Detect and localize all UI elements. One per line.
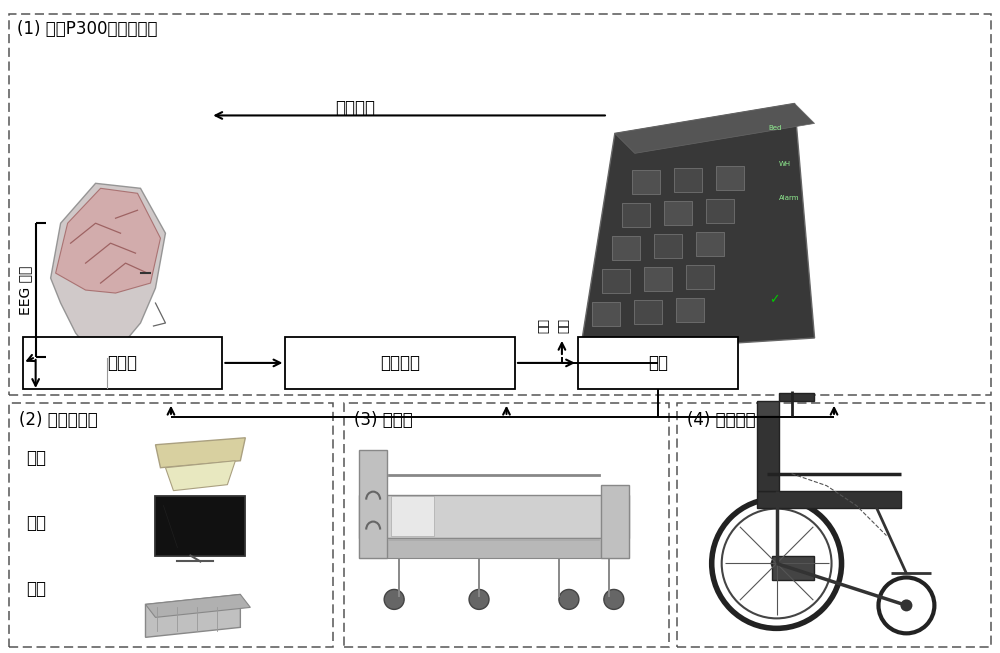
Polygon shape [359, 494, 629, 537]
Polygon shape [696, 232, 724, 256]
Bar [9, 403, 333, 647]
Text: (3) 护理床: (3) 护理床 [354, 411, 413, 429]
Text: (4) 智能轮椅: (4) 智能轮椅 [687, 411, 755, 429]
Polygon shape [632, 170, 660, 195]
Text: ✓: ✓ [769, 293, 780, 306]
Text: 空调: 空调 [27, 581, 47, 598]
Polygon shape [580, 103, 815, 353]
Polygon shape [391, 496, 434, 535]
Circle shape [384, 590, 404, 609]
Polygon shape [101, 358, 114, 383]
Text: EEG 信号: EEG 信号 [19, 265, 33, 315]
Polygon shape [359, 450, 387, 558]
Text: WH: WH [779, 161, 791, 167]
Polygon shape [664, 201, 692, 225]
Bar [344, 403, 669, 647]
Circle shape [771, 558, 783, 569]
Polygon shape [615, 103, 815, 153]
Text: 分类: 分类 [648, 354, 668, 372]
Polygon shape [716, 167, 744, 190]
Text: 结果: 结果 [557, 317, 570, 332]
Polygon shape [676, 298, 704, 322]
Text: 预处理: 预处理 [108, 354, 138, 372]
Polygon shape [757, 416, 779, 490]
Circle shape [559, 590, 579, 609]
Polygon shape [601, 485, 629, 558]
Polygon shape [56, 188, 160, 293]
Circle shape [900, 599, 912, 611]
Bar [578, 337, 738, 389]
Text: (2) 家电设备：: (2) 家电设备： [19, 411, 97, 429]
Bar [285, 337, 515, 389]
Polygon shape [634, 300, 662, 324]
Polygon shape [51, 183, 165, 358]
Bar [779, 393, 814, 401]
Text: Alarm: Alarm [779, 195, 800, 201]
Polygon shape [145, 594, 240, 637]
Text: Bed: Bed [768, 125, 781, 131]
Polygon shape [757, 490, 901, 507]
Text: 分类: 分类 [537, 317, 550, 332]
Text: 电视: 电视 [27, 513, 47, 532]
Bar [9, 14, 991, 395]
Bar [772, 556, 814, 581]
Text: 电灯: 电灯 [27, 449, 47, 467]
Polygon shape [602, 269, 630, 293]
Bar [757, 401, 779, 416]
Text: (1) 基于P300的脑机接口: (1) 基于P300的脑机接口 [17, 20, 157, 38]
Text: 视觉刺激: 视觉刺激 [335, 99, 375, 118]
Polygon shape [155, 438, 245, 468]
Polygon shape [359, 537, 629, 558]
Polygon shape [654, 234, 682, 258]
Bar [155, 496, 245, 556]
Polygon shape [622, 203, 650, 227]
Circle shape [469, 590, 489, 609]
Polygon shape [592, 302, 620, 326]
Polygon shape [686, 265, 714, 289]
Polygon shape [644, 267, 672, 291]
Bar [677, 403, 991, 647]
Circle shape [604, 590, 624, 609]
Polygon shape [706, 199, 734, 223]
Bar [23, 337, 222, 389]
Polygon shape [165, 461, 235, 490]
Text: 特征提取: 特征提取 [380, 354, 420, 372]
Polygon shape [145, 594, 250, 617]
Polygon shape [612, 236, 640, 260]
Polygon shape [674, 168, 702, 192]
